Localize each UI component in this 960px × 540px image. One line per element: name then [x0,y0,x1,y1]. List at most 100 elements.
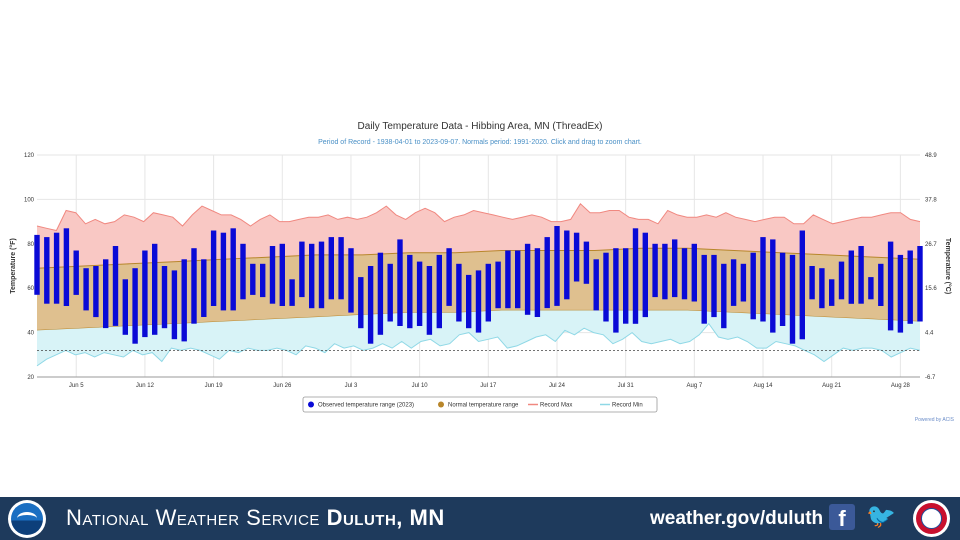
observed-range-bar[interactable] [407,254,413,329]
observed-range-bar[interactable] [466,274,472,329]
observed-range-bar[interactable] [740,263,747,302]
observed-range-bar[interactable] [799,230,805,340]
observed-range-bar[interactable] [583,241,590,284]
observed-range-bar[interactable] [750,252,756,320]
observed-range-bar[interactable] [554,226,560,306]
observed-range-bar[interactable] [524,243,531,315]
observed-range-bar[interactable] [103,259,109,329]
observed-range-bar[interactable] [603,252,609,322]
observed-range-bar[interactable] [623,248,629,324]
observed-range-bar[interactable] [230,228,236,311]
observed-range-bar[interactable] [83,268,89,311]
observed-range-bar[interactable] [377,252,384,335]
observed-range-bar[interactable] [191,248,197,324]
observed-range-bar[interactable] [53,232,60,304]
observed-range-bar[interactable] [593,259,599,311]
observed-range-bar[interactable] [73,250,79,295]
observed-range-bar[interactable] [338,237,344,300]
observed-range-bar[interactable] [711,254,717,318]
observed-range-bar[interactable] [672,239,678,298]
observed-range-bar[interactable] [328,237,334,300]
observed-range-bar[interactable] [358,277,364,329]
observed-range-bar[interactable] [416,261,423,326]
observed-range-bar[interactable] [681,248,688,300]
observed-range-bar[interactable] [348,248,354,313]
legend-label[interactable]: Record Min [612,403,643,409]
observed-range-bar[interactable] [142,250,148,338]
observed-range-bar[interactable] [34,234,40,295]
observed-range-bar[interactable] [878,263,884,306]
observed-range-bar[interactable] [250,263,256,295]
observed-range-bar[interactable] [220,232,227,311]
observed-range-bar[interactable] [662,243,668,300]
observed-range-bar[interactable] [171,270,178,340]
observed-range-bar[interactable] [868,277,874,300]
observed-range-bar[interactable] [132,268,138,344]
observed-range-bar[interactable] [505,250,511,309]
observed-range-bar[interactable] [279,243,285,306]
temperature-chart[interactable]: 120 48.9 100 37.8 80 26.7 60 15.6 40 4.4 20 -6.7 Jun… [0,0,960,497]
observed-range-bar[interactable] [770,239,776,333]
observed-range-bar[interactable] [848,250,854,304]
observed-range-bar[interactable] [573,232,580,282]
observed-range-bar[interactable] [534,248,541,317]
observed-range-bar[interactable] [201,259,207,317]
observed-range-bar[interactable] [397,239,403,326]
observed-range-bar[interactable] [838,261,845,300]
observed-range-bar[interactable] [299,241,305,298]
observed-range-bar[interactable] [318,241,325,309]
observed-range-bar[interactable] [93,266,99,318]
observed-range-bar[interactable] [260,263,266,298]
observed-range-bar[interactable] [495,261,501,309]
observed-range-bar[interactable] [240,243,246,300]
observed-range-bar[interactable] [789,254,796,344]
observed-range-bar[interactable] [456,263,462,322]
observed-range-bar[interactable] [515,250,521,309]
observed-range-bar[interactable] [387,263,393,322]
observed-range-bar[interactable] [122,279,128,335]
observed-range-bar[interactable] [907,250,913,324]
observed-range-bar[interactable] [544,237,550,309]
observed-range-bar[interactable] [309,243,315,309]
bar-layer[interactable] [34,226,923,344]
observed-range-bar[interactable] [642,232,648,318]
observed-range-bar[interactable] [819,268,825,309]
legend-label[interactable]: Record Max [540,403,572,409]
observed-range-bar[interactable] [858,246,864,304]
observed-range-bar[interactable] [613,248,619,333]
observed-range-bar[interactable] [112,246,119,326]
observed-range-bar[interactable] [63,228,70,306]
observed-range-bar[interactable] [475,270,482,333]
twitter-icon[interactable]: 🐦 [866,503,896,530]
observed-range-bar[interactable] [289,279,295,306]
observed-range-bar[interactable] [730,259,737,306]
observed-range-bar[interactable] [897,254,904,333]
observed-range-bar[interactable] [436,254,442,329]
observed-range-bar[interactable] [917,246,923,322]
observed-range-bar[interactable] [269,246,276,304]
observed-range-bar[interactable] [721,263,727,329]
site-url[interactable]: weather.gov/duluth [650,508,824,529]
observed-range-bar[interactable] [809,266,815,300]
observed-range-bar[interactable] [161,266,168,329]
observed-range-bar[interactable] [564,230,570,300]
observed-range-bar[interactable] [779,252,786,326]
facebook-icon[interactable]: f [829,504,855,531]
chart-credit[interactable]: Powered by ACIS [915,417,955,423]
observed-range-bar[interactable] [367,266,374,344]
observed-range-bar[interactable] [701,254,707,324]
observed-range-bar[interactable] [632,228,639,324]
legend-label[interactable]: Normal temperature range [448,403,519,409]
legend-label[interactable]: Observed temperature range (2023) [318,403,414,409]
observed-range-bar[interactable] [152,243,158,335]
observed-range-bar[interactable] [181,259,187,342]
observed-range-bar[interactable] [426,266,433,335]
observed-range-bar[interactable] [44,237,50,304]
observed-range-bar[interactable] [485,263,491,322]
chart-legend[interactable]: Observed temperature range (2023) Normal … [302,396,658,413]
observed-range-bar[interactable] [691,243,697,302]
observed-range-bar[interactable] [210,230,217,307]
observed-range-bar[interactable] [760,237,766,322]
observed-range-bar[interactable] [887,241,894,331]
observed-range-bar[interactable] [652,243,658,298]
